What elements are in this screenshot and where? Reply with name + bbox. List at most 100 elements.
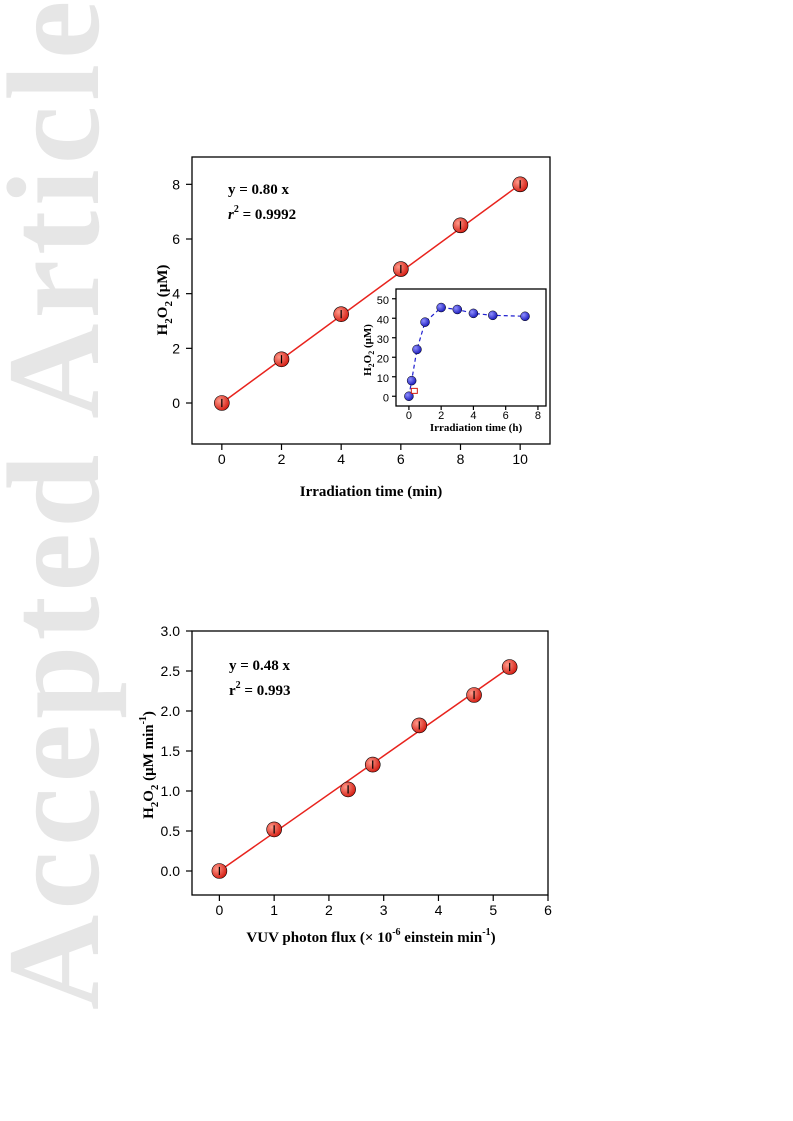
inset-data-point — [420, 317, 430, 327]
chart-2-data-point — [211, 863, 228, 879]
chart-2-frame — [191, 630, 549, 896]
ylabel-sup: -1 — [138, 716, 149, 724]
chart-2-xtick-label: 4 — [435, 902, 443, 918]
inset-ytick-label: 10 — [377, 373, 389, 385]
chart-1-xtick-label: 10 — [512, 451, 528, 467]
chart-2-xtick-label: 5 — [489, 902, 497, 918]
inset-xtick-label: 4 — [470, 410, 476, 422]
inset-x-axis-title: Irradiation time (h) — [430, 422, 523, 434]
ylabel-part: O — [141, 790, 157, 802]
chart-1-data-point — [512, 176, 528, 193]
chart-1-data-point — [393, 261, 409, 277]
chart-1-fit-line — [221, 183, 521, 404]
chart-2-y-axis-title: H2O2 (μM min-1) — [138, 711, 161, 819]
chart-2-ytick-label: 0.5 — [161, 823, 181, 839]
chart-1-y-axis-title: H2O2 (μM) — [155, 265, 175, 336]
chart-2-data-point — [340, 781, 356, 798]
chart-2-ytick-label: 1.0 — [161, 783, 181, 799]
inset-data-point — [488, 310, 498, 321]
r-value: = 0.9992 — [239, 207, 296, 223]
r-value: = 0.993 — [241, 683, 291, 699]
inset-series-line — [408, 306, 526, 397]
r-symbol: r — [228, 207, 234, 223]
inset-ytick-label: 50 — [377, 295, 389, 307]
chart-1-equation: y = 0.80 x — [228, 182, 290, 198]
chart-2-ytick-label: 2.0 — [161, 703, 181, 719]
ylabel-sub: 2 — [367, 351, 376, 355]
inset-ytick-label: 30 — [377, 334, 389, 346]
chart-2-xtick-label: 2 — [325, 902, 333, 918]
xlabel-sup: -6 — [392, 927, 400, 938]
inset-xtick-label: 0 — [406, 410, 412, 422]
ylabel-part: H — [155, 323, 171, 335]
chart-2: 0 1 2 3 4 5 60.00.51.01.52.02.53.0y = 0.48 xr2… — [138, 623, 552, 946]
chart-2-ytick-label: 1.5 — [161, 743, 181, 759]
chart-2-equation: y = 0.48 x — [229, 658, 291, 674]
ylabel-sub: 2 — [163, 301, 175, 307]
xlabel-part: einstein min — [401, 930, 483, 946]
r-symbol: r — [229, 683, 236, 699]
chart-1-ytick-label: 2 — [172, 340, 180, 356]
chart-2-ytick-label: 3.0 — [161, 623, 181, 639]
chart-2-data-point — [364, 756, 381, 773]
ylabel-part: ) — [141, 711, 157, 716]
chart-1-ytick-label: 4 — [172, 286, 180, 302]
inset-data-point — [412, 344, 422, 355]
inset-data-point — [468, 308, 479, 319]
ylabel-part: (μM) — [155, 265, 171, 301]
chart-2-r-squared: r2 = 0.993 — [229, 680, 290, 699]
inset-frame — [395, 288, 547, 407]
xlabel-part: ) — [491, 930, 496, 946]
xlabel-part: VUV photon flux (× 10 — [246, 930, 392, 946]
chart-1-xtick-label: 4 — [337, 451, 345, 467]
inset-xtick-label: 2 — [438, 410, 444, 422]
chart-1-data-point — [273, 351, 290, 368]
chart-2-fit-line — [218, 666, 511, 872]
chart-2-xtick-label: 0 — [215, 902, 223, 918]
chart-1-ytick-label: 0 — [172, 395, 180, 411]
inset-data-point — [452, 304, 463, 315]
ylabel-sub: 2 — [149, 801, 161, 807]
chart-2-ytick-label: 2.5 — [161, 663, 181, 679]
chart-1-xtick-label: 6 — [397, 451, 405, 467]
inset-ytick-label: 20 — [377, 353, 389, 365]
inset-data-point — [520, 311, 530, 322]
chart-1-data-point — [333, 306, 349, 322]
chart-2-xtick-label: 3 — [380, 902, 388, 918]
inset-xtick-label: 8 — [535, 410, 541, 422]
chart-2-data-point — [266, 821, 282, 838]
ylabel-part: (μM) — [362, 324, 374, 351]
chart-1-r-squared: r2 = 0.9992 — [228, 204, 296, 223]
chart-1-ytick-label: 6 — [172, 231, 180, 247]
inset-data-point — [406, 375, 417, 386]
chart-1-ytick-label: 8 — [172, 176, 180, 192]
chart-2-x-axis-title: VUV photon flux (× 10-6 einstein min-1) — [246, 927, 495, 946]
chart-1-frame — [191, 156, 551, 445]
inset-y-axis-title: H2O2 (μM) — [362, 324, 376, 376]
chart-2-data-point — [501, 659, 518, 675]
ylabel-sub: 2 — [163, 318, 175, 324]
chart-1-data-point — [452, 217, 469, 234]
inset-data-point — [404, 391, 414, 401]
inset-xtick-label: 6 — [503, 410, 509, 422]
ylabel-part: H — [362, 367, 374, 376]
ylabel-part: O — [362, 354, 374, 363]
chart-1-data-point — [214, 395, 230, 411]
inset-ytick-label: 40 — [377, 314, 389, 326]
inset-data-point — [436, 302, 446, 313]
chart-2-data-point — [466, 687, 482, 703]
ylabel-part: O — [155, 307, 171, 319]
ylabel-sub: 2 — [149, 784, 161, 790]
chart-1-x-axis-title: Irradiation time (min) — [300, 484, 442, 500]
xlabel-sup: -1 — [482, 927, 490, 938]
chart-2-data-point — [411, 717, 428, 734]
ylabel-sub: 2 — [367, 363, 376, 367]
chart-1-xtick-label: 0 — [218, 451, 226, 467]
ylabel-part: H — [141, 807, 157, 819]
chart-1-xtick-label: 2 — [278, 451, 286, 467]
inset-red-marker — [410, 387, 418, 394]
superscript: 2 — [236, 680, 241, 691]
